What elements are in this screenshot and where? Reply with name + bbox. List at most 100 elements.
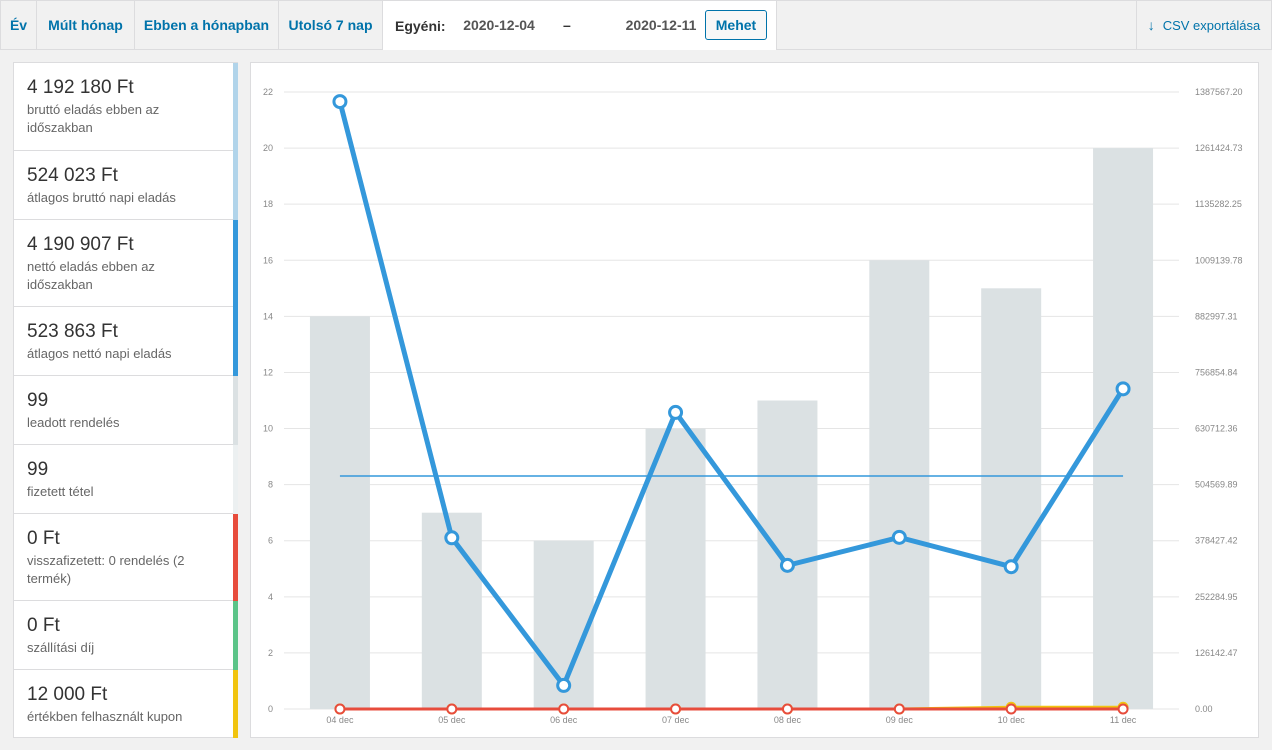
csv-export-label: CSV exportálása: [1162, 17, 1261, 33]
net-sales-line: [337, 100, 1126, 688]
legend-items-paid[interactable]: 99 fizetett tétel: [14, 445, 238, 514]
net-sales-point: [1003, 559, 1019, 575]
custom-range: Egyéni: – Mehet: [383, 1, 777, 50]
x-tick-label: 08 dec: [774, 715, 802, 725]
legend-refunds[interactable]: 0 Ft visszafizetett: 0 rendelés (2 termé…: [14, 514, 238, 601]
left-tick-label: 2: [268, 648, 273, 658]
legend-value: 99: [27, 459, 49, 480]
refund-point: [558, 703, 570, 715]
legend-label: szállítási díj: [27, 640, 95, 655]
right-tick-label: 126142.47: [1195, 648, 1238, 658]
refund-point: [1117, 703, 1129, 715]
legend-swatch: [233, 307, 238, 376]
net-sales-point: [332, 94, 348, 110]
legend-label: átlagos nettó napi eladás: [27, 346, 172, 361]
right-tick-label: 252284.95: [1195, 592, 1238, 602]
x-tick-label: 07 dec: [662, 715, 690, 725]
x-tick-label: 09 dec: [886, 715, 914, 725]
legend-coupons[interactable]: 12 000 Ft értékben felhasznált kupon: [14, 670, 238, 738]
custom-range-label: Egyéni:: [395, 18, 446, 34]
right-tick-label: 378427.42: [1195, 536, 1238, 546]
right-tick-label: 630712.36: [1195, 424, 1238, 434]
right-tick-label: 882997.31: [1195, 311, 1238, 321]
right-tick-label: 1009139.78: [1195, 255, 1243, 265]
date-from-input[interactable]: [449, 11, 549, 39]
refund-point: [893, 703, 905, 715]
legend-value: 524 023 Ft: [27, 165, 118, 186]
bar-orders: [869, 260, 930, 709]
x-tick-label: 10 dec: [998, 715, 1026, 725]
legend-orders-placed[interactable]: 99 leadott rendelés: [14, 376, 238, 445]
legend-swatch: [233, 220, 238, 307]
right-tick-label: 1135282.25: [1195, 199, 1242, 209]
legend-net-sales[interactable]: 4 190 907 Ft nettó eladás ebben az idősz…: [14, 220, 238, 307]
refund-point: [781, 703, 793, 715]
right-tick-label: 1387567.20: [1195, 87, 1243, 97]
legend-swatch: [233, 601, 238, 670]
left-tick-label: 18: [263, 199, 273, 209]
bar-orders: [981, 288, 1042, 709]
right-tick-label: 504569.89: [1195, 480, 1238, 490]
right-tick-label: 0.00: [1195, 704, 1213, 714]
csv-export-button[interactable]: ↓ CSV exportálása: [1136, 1, 1271, 49]
bar-orders: [421, 512, 482, 709]
legend-swatch: [233, 514, 238, 601]
net-sales-point: [556, 677, 572, 693]
left-tick-label: 10: [263, 424, 273, 434]
right-tick-label: 1261424.73: [1195, 143, 1243, 153]
bar-orders: [757, 400, 818, 709]
legend-avg-net-daily[interactable]: 523 863 Ft átlagos nettó napi eladás: [14, 307, 238, 376]
left-tick-label: 0: [268, 704, 273, 714]
bar-orders: [645, 428, 706, 709]
net-sales-point: [891, 529, 907, 545]
date-to-input[interactable]: [611, 11, 711, 39]
range-toolbar: Év Múlt hónap Ebben a hónapban Utolsó 7 …: [0, 0, 1272, 50]
go-button[interactable]: Mehet: [705, 10, 767, 40]
legend-label: leadott rendelés: [27, 415, 120, 430]
net-sales-point: [1115, 381, 1131, 397]
tab-this-month[interactable]: Ebben a hónapban: [135, 1, 279, 49]
net-sales-point: [444, 530, 460, 546]
x-tick-label: 06 dec: [550, 715, 578, 725]
left-tick-label: 4: [268, 592, 273, 602]
refund-point: [334, 703, 346, 715]
x-tick-label: 05 dec: [438, 715, 466, 725]
chart-legend: 4 192 180 Ft bruttó eladás ebben az idős…: [13, 62, 238, 738]
legend-swatch: [233, 445, 238, 514]
legend-avg-gross-daily[interactable]: 524 023 Ft átlagos bruttó napi eladás: [14, 151, 238, 220]
bar-orders: [1093, 148, 1154, 709]
left-tick-label: 14: [263, 311, 273, 321]
x-tick-label: 04 dec: [326, 715, 354, 725]
legend-label: visszafizetett: 0 rendelés (2 termék): [27, 553, 185, 586]
tab-last-month[interactable]: Múlt hónap: [37, 1, 135, 49]
legend-swatch: [233, 670, 238, 738]
legend-value: 4 192 180 Ft: [27, 77, 134, 98]
legend-value: 4 190 907 Ft: [27, 234, 134, 255]
legend-gross-sales[interactable]: 4 192 180 Ft bruttó eladás ebben az idős…: [14, 63, 238, 151]
left-tick-label: 22: [263, 87, 273, 97]
left-tick-label: 20: [263, 143, 273, 153]
net-sales-point: [668, 404, 684, 420]
legend-swatch: [233, 151, 238, 220]
left-tick-label: 16: [263, 255, 273, 265]
left-tick-label: 6: [268, 536, 273, 546]
legend-value: 0 Ft: [27, 528, 60, 549]
tab-year[interactable]: Év: [1, 1, 37, 49]
legend-label: bruttó eladás ebben az időszakban: [27, 102, 160, 135]
sales-chart-svg: 0 2 4 6 8 10 12 14 16 18 20 22 0.00 126142.47 252284.9…: [263, 87, 1243, 725]
date-separator: –: [563, 17, 571, 33]
legend-swatch: [233, 63, 238, 151]
left-tick-label: 8: [268, 480, 273, 490]
legend-swatch: [233, 376, 238, 445]
download-arrow-icon: ↓: [1147, 17, 1155, 33]
tab-last-7-days[interactable]: Utolsó 7 nap: [279, 1, 383, 49]
refund-point: [1005, 703, 1017, 715]
refund-point: [446, 703, 458, 715]
legend-label: értékben felhasznált kupon: [27, 709, 183, 724]
net-sales-point: [779, 557, 795, 573]
legend-value: 12 000 Ft: [27, 684, 108, 705]
legend-label: átlagos bruttó napi eladás: [27, 190, 176, 205]
legend-value: 523 863 Ft: [27, 321, 118, 342]
legend-shipping[interactable]: 0 Ft szállítási díj: [14, 601, 238, 670]
legend-label: nettó eladás ebben az időszakban: [27, 259, 155, 292]
